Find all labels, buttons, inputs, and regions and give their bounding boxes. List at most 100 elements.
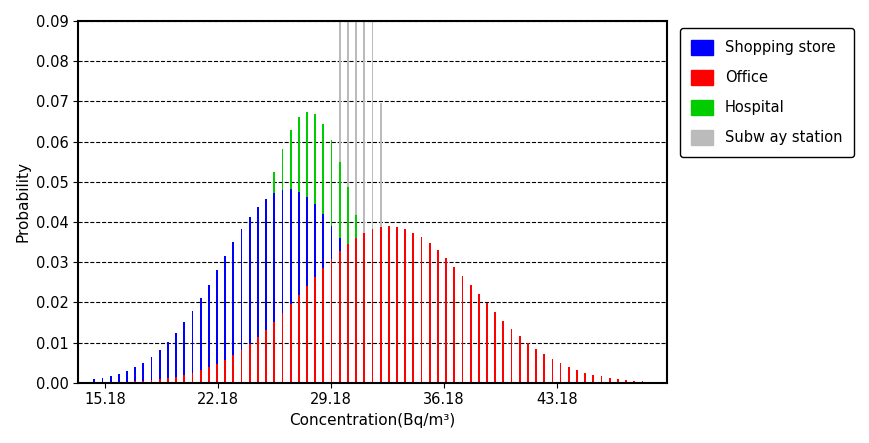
Bar [306, 197, 308, 383]
Bar [216, 271, 217, 383]
Bar [640, 381, 642, 383]
Bar [371, 0, 373, 383]
Bar [469, 378, 471, 383]
Bar [453, 373, 454, 383]
Bar [436, 375, 438, 383]
Bar [265, 198, 267, 383]
Bar [502, 321, 504, 383]
Bar [126, 381, 128, 383]
Bar [216, 338, 217, 383]
Bar [347, 0, 348, 383]
Bar [183, 375, 185, 383]
Bar [150, 381, 152, 383]
Bar [420, 355, 422, 383]
Bar [379, 103, 381, 383]
Bar [322, 214, 324, 383]
Bar [379, 227, 381, 383]
Bar [551, 359, 553, 383]
Bar [175, 377, 176, 383]
Bar [355, 0, 356, 383]
Bar [453, 380, 454, 383]
Bar [102, 382, 103, 383]
Bar [282, 190, 283, 383]
Bar [249, 254, 250, 383]
Bar [200, 370, 202, 383]
Bar [445, 258, 447, 383]
Bar [183, 373, 185, 383]
Bar [330, 259, 332, 383]
Bar [282, 149, 283, 383]
Bar [273, 193, 275, 383]
Bar [363, 242, 365, 383]
Bar [126, 371, 128, 383]
Bar [461, 276, 463, 383]
Bar [420, 365, 422, 383]
Bar [363, 0, 365, 383]
Bar [249, 217, 250, 383]
Bar [625, 380, 627, 383]
Bar [363, 280, 365, 383]
Bar [143, 382, 144, 383]
Bar [314, 114, 315, 383]
Bar [494, 381, 495, 383]
X-axis label: Concentration(Bq/m³): Concentration(Bq/m³) [289, 413, 455, 428]
Bar [477, 382, 479, 383]
Bar [518, 382, 520, 383]
Bar [388, 226, 389, 383]
Bar [232, 242, 234, 383]
Bar [118, 382, 120, 383]
Bar [150, 380, 152, 383]
Bar [224, 360, 226, 383]
Bar [445, 378, 447, 383]
Bar [388, 319, 389, 383]
Bar [575, 370, 577, 383]
Bar [486, 380, 488, 383]
Bar [102, 378, 103, 383]
Bar [330, 140, 332, 383]
Bar [355, 266, 356, 383]
Bar [175, 333, 176, 383]
Bar [297, 117, 299, 383]
Bar [159, 381, 161, 383]
Bar [338, 238, 341, 383]
Bar [322, 268, 324, 383]
Bar [200, 298, 202, 383]
Bar [518, 336, 520, 383]
Bar [241, 229, 242, 383]
Bar [183, 323, 185, 383]
Bar [200, 360, 202, 383]
Bar [395, 330, 397, 383]
Bar [216, 364, 217, 383]
Bar [191, 368, 193, 383]
Bar [347, 244, 348, 383]
Bar [314, 204, 315, 383]
Bar [477, 379, 479, 383]
Bar [282, 313, 283, 383]
Bar [371, 229, 373, 383]
Bar [428, 371, 430, 383]
Bar [404, 373, 406, 383]
Bar [265, 330, 267, 383]
Bar [338, 0, 341, 383]
Bar [232, 355, 234, 383]
Bar [559, 363, 561, 383]
Bar [445, 370, 447, 383]
Bar [494, 312, 495, 383]
Bar [159, 379, 161, 383]
Bar [461, 381, 463, 383]
Bar [395, 331, 397, 383]
Bar [150, 357, 152, 383]
Bar [224, 256, 226, 383]
Bar [167, 379, 169, 383]
Bar [322, 124, 324, 383]
Bar [289, 189, 291, 383]
Bar [159, 350, 161, 383]
Bar [175, 377, 176, 383]
Bar [510, 329, 512, 383]
Bar [256, 337, 258, 383]
Bar [118, 374, 120, 383]
Bar [208, 284, 209, 383]
Bar [322, 291, 324, 383]
Bar [592, 375, 594, 383]
Bar [347, 252, 348, 383]
